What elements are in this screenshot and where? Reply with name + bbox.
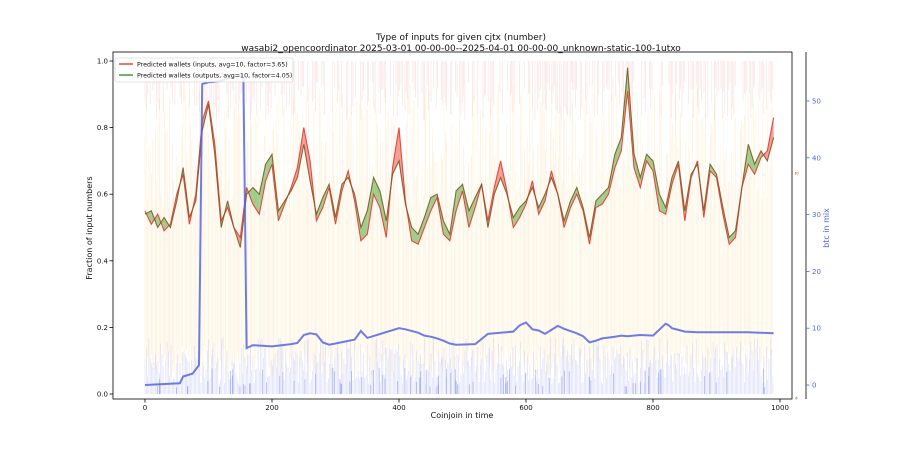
fill-segment-green	[754, 150, 761, 175]
fill-segment-green	[259, 164, 266, 215]
legend-label-outputs: Predicted wallets (outputs, avg=10, fact…	[137, 73, 292, 80]
y3-tick-label: 10	[794, 172, 798, 176]
fill-segment-green	[265, 154, 272, 181]
fill-segment-green	[646, 154, 653, 171]
fill-segment-green	[468, 197, 476, 228]
y-tick-label: 0.0	[97, 391, 108, 399]
y2-tick-label: 40	[812, 154, 821, 162]
fill-segment-green	[659, 194, 666, 215]
y-tick-label: 0.8	[97, 124, 108, 132]
y3-tick-label: 0	[795, 397, 797, 401]
fill-segment-green	[411, 227, 419, 245]
y-tick-label: 0.4	[97, 257, 109, 265]
y2-tick-label: 0	[812, 382, 816, 390]
y-tick-label: 0.2	[97, 324, 108, 332]
fill-segment-green	[729, 230, 736, 245]
plot-frame	[112, 51, 793, 400]
series-line-outputs	[144, 67, 775, 248]
fill-segment-green	[538, 194, 546, 215]
chart-title: Type of inputs for given cjtx (number)	[375, 33, 546, 43]
fill-segment-green	[360, 210, 368, 241]
background-spikes	[144, 61, 774, 394]
y-tick-label: 1.0	[97, 58, 108, 66]
fill-segment-red	[303, 127, 311, 181]
x-tick-label: 1000	[771, 404, 789, 412]
fill-segment-green	[367, 177, 374, 235]
axes: 0 200 400 600 800 10000.00.20.40.60.81.001020…	[97, 51, 821, 412]
fill-segment-green	[570, 187, 577, 208]
fill-segment-green	[513, 207, 520, 228]
y2-tick-label: 30	[812, 211, 821, 219]
fill-segment-green	[602, 187, 609, 205]
fill-segment-green	[595, 194, 603, 208]
y2-tick-label: 10	[812, 325, 821, 333]
x-tick-label: 600	[519, 404, 532, 412]
fill-segment-green	[316, 197, 323, 221]
x-axis-label: Coinjoin in time	[431, 411, 494, 420]
series-line-inputs	[144, 90, 775, 246]
y-tick-label: 0.6	[97, 191, 109, 199]
y2-tick-label: 50	[812, 98, 821, 106]
fill-segment-green	[633, 154, 641, 188]
legend-label-inputs: Predicted wallets (inputs, avg=10, facto…	[137, 62, 288, 69]
x-tick-label: 0	[143, 404, 147, 412]
fill-segment-green	[614, 137, 622, 168]
x-tick-label: 200	[265, 404, 278, 412]
chart-subtitle: wasabi2_opencoordinator 2025-03-01 00-00…	[241, 44, 681, 54]
legend-box	[114, 57, 294, 83]
legend: Predicted wallets (inputs, avg=10, facto…	[114, 57, 294, 83]
fill-segment-green	[379, 190, 387, 238]
fill-segment-green	[424, 197, 431, 228]
x-tick-label: 400	[392, 404, 405, 412]
fill-segment-green	[443, 220, 450, 241]
y2-axis-label: btc in mix	[822, 208, 831, 248]
x-tick-label: 800	[646, 404, 659, 412]
fill-segment-green	[418, 217, 425, 245]
y2-tick-label: 20	[812, 268, 821, 276]
y-axis-label: Fraction of input numbers	[85, 176, 94, 279]
fill-segment-green	[252, 187, 260, 215]
fill-segment-green	[373, 177, 380, 208]
